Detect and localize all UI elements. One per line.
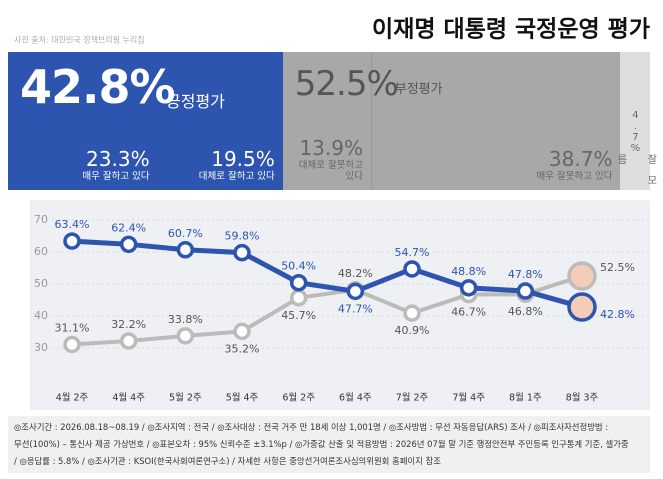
x-tick-label: 5월 4주 [226, 392, 259, 404]
negative-value: 52.5% [294, 64, 399, 104]
data-point [176, 241, 195, 259]
x-tick-label: 7월 2주 [396, 392, 429, 404]
positive-value: 42.8% [20, 60, 176, 114]
data-point [403, 304, 421, 322]
x-tick-label: 5월 2주 [169, 392, 202, 404]
y-tick-label: 70 [34, 213, 48, 226]
x-tick-label: 4월 4주 [112, 392, 145, 404]
segment-text: 19.5% 대체로 잘하고 있다 [199, 147, 275, 182]
data-label: 31.1% [55, 321, 90, 334]
data-label: 46.7% [451, 306, 486, 319]
data-label: 42.8% [600, 308, 635, 321]
data-label: 62.4% [111, 221, 146, 234]
data-label: 48.2% [338, 267, 373, 280]
page-title: 이재명 대통령 국정운영 평가 [372, 17, 650, 43]
data-label: 46.8% [508, 305, 543, 318]
data-point [289, 273, 308, 292]
data-point [63, 232, 81, 250]
data-point [119, 235, 138, 254]
segment-value: 19.5% [211, 147, 275, 171]
data-point [289, 289, 308, 307]
y-tick-label: 50 [34, 277, 48, 290]
data-point [459, 279, 478, 297]
positive-segment: 23.3% 매우 잘하고 있다 [8, 52, 158, 190]
photo-source: 사진 출처: 대한민국 정책브리핑 누리집 [14, 35, 145, 45]
segment-label: 매우 잘못하고 있다 [536, 171, 613, 182]
data-label: 48.8% [451, 265, 486, 278]
unknown-value: 4.7% [629, 110, 641, 154]
data-label: 45.7% [281, 309, 316, 322]
segment-label: 매우 잘하고 있다 [82, 171, 150, 182]
data-point [119, 332, 138, 350]
x-tick-label: 8월 3주 [566, 392, 599, 404]
segment-value: 23.3% [86, 147, 150, 171]
data-label: 33.8% [168, 313, 203, 326]
data-label: 40.9% [395, 324, 430, 337]
data-label: 47.8% [508, 268, 543, 281]
note-line: 무선(100%) – 통신사 제공 가상번호 / ◎표본오차 : 95% 신뢰수… [14, 439, 629, 449]
survey-notes: ◎조사기간 : 2026.08.18~08.19 / ◎조사지역 : 전국 / … [8, 416, 650, 473]
y-tick-label: 60 [34, 245, 48, 258]
data-label: 59.8% [225, 230, 260, 243]
data-label: 60.7% [168, 227, 203, 240]
data-point [346, 282, 365, 301]
x-tick-label: 6월 4주 [339, 392, 372, 404]
positive-label: 긍정평가 [166, 92, 225, 111]
segment-value: 13.9% [299, 136, 363, 160]
x-tick-label: 4월 2주 [56, 392, 89, 404]
negative-bar: 13.9% 대체로 잘못하고 있다 38.7% 매우 잘못하고 있다 52.5% 부… [282, 52, 621, 190]
unknown-bar: 4.7% 잘 모름 [615, 52, 656, 190]
segment-text: 38.7% 매우 잘못하고 있다 [536, 147, 612, 182]
series-line [71, 238, 583, 310]
data-point [233, 322, 251, 341]
unknown-label: 잘 모름 [614, 154, 656, 185]
data-label: 63.4% [55, 218, 90, 231]
positive-segment: 19.5% 대체로 잘하고 있다 [157, 52, 283, 190]
data-label: 54.7% [395, 246, 430, 259]
data-point [176, 327, 195, 345]
data-point [233, 243, 251, 262]
y-tick-label: 30 [34, 341, 48, 354]
plot-background [30, 200, 650, 410]
data-label: 35.2% [225, 342, 260, 355]
x-tick-label: 6월 2주 [282, 392, 315, 404]
segment-label: 대체로 잘하고 있다 [198, 171, 275, 182]
data-point [403, 260, 421, 278]
x-tick-label: 7월 4주 [452, 392, 485, 404]
data-label: 47.7% [338, 302, 373, 315]
positive-bar: 23.3% 매우 잘하고 있다 19.5% 대체로 잘하고 있다 42.8% 긍정평… [8, 52, 283, 190]
data-label: 50.4% [281, 260, 316, 273]
series-line [71, 274, 583, 347]
note-line: / ◎응답률 : 5.8% / ◎조사기관 : KSOI(한국사회여론연구소) … [14, 456, 441, 466]
data-point [516, 282, 535, 300]
y-tick-label: 40 [34, 309, 48, 322]
negative-segment: 13.9% 대체로 잘못하고 있다 [282, 52, 372, 190]
segment-text: 23.3% 매우 잘하고 있다 [82, 147, 149, 182]
data-label: 32.2% [111, 318, 146, 331]
x-tick-label: 8월 1주 [509, 392, 542, 404]
segment-value: 38.7% [548, 147, 613, 171]
segment-text: 13.9% 대체로 잘못하고 있다 [293, 136, 363, 182]
negative-label: 부정평가 [394, 82, 443, 97]
face-marker [567, 292, 597, 322]
data-label: 52.5% [600, 261, 635, 274]
data-point [63, 335, 81, 354]
note-line: ◎조사기간 : 2026.08.18~08.19 / ◎조사지역 : 전국 / … [14, 422, 609, 432]
negative-segment: 38.7% 매우 잘못하고 있다 [372, 52, 621, 190]
segment-label: 대체로 잘못하고 있다 [298, 160, 363, 182]
face-marker [567, 261, 597, 291]
